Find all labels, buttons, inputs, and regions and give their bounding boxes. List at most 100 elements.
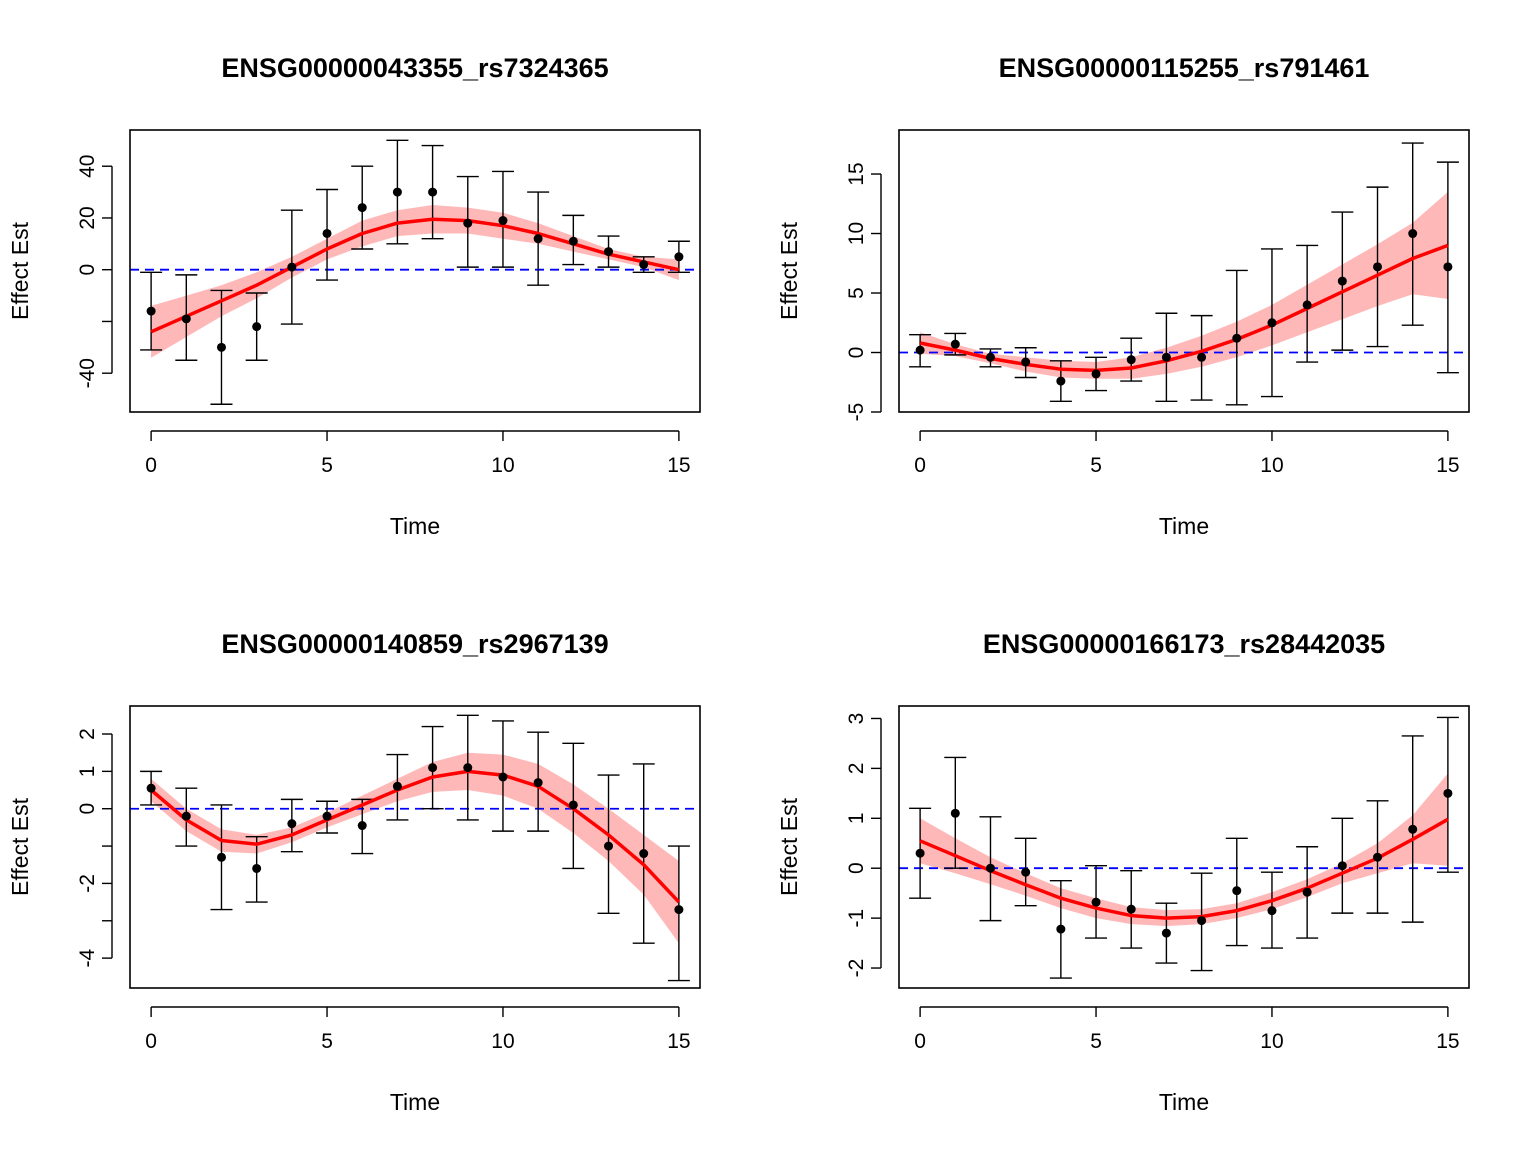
y-tick-label: -5 (845, 403, 868, 422)
y-tick-label: -4 (76, 948, 99, 967)
panel-title: ENSG00000166173_rs28442035 (983, 629, 1385, 659)
x-tick-label: 5 (321, 454, 333, 477)
data-point (498, 216, 508, 226)
x-tick-label: 0 (914, 454, 926, 477)
data-point (674, 905, 684, 915)
y-tick-label: 40 (76, 155, 99, 178)
plot-frame (129, 705, 701, 989)
x-tick-label: 10 (491, 1030, 514, 1053)
data-point (1056, 924, 1066, 934)
x-tick-label: 5 (1090, 454, 1102, 477)
data-point (1197, 352, 1207, 362)
panel-title: ENSG00000115255_rs791461 (999, 53, 1370, 83)
x-tick-label: 5 (1090, 1030, 1102, 1053)
data-point (1232, 333, 1242, 343)
x-tick-label: 10 (1260, 454, 1283, 477)
data-point (915, 345, 925, 355)
data-point (1373, 852, 1383, 862)
data-point (287, 819, 297, 829)
x-tick-label: 15 (1436, 454, 1459, 477)
x-tick-label: 0 (914, 1030, 926, 1053)
panel-2: ENSG00000115255_rs791461 Time Effect Est… (776, 53, 1470, 539)
data-point (950, 339, 960, 349)
data-point (428, 763, 438, 773)
y-tick-label: 20 (76, 206, 99, 229)
x-tick-label: 10 (491, 454, 514, 477)
data-point (322, 811, 332, 821)
y-tick-label: 1 (76, 766, 99, 778)
data-point (181, 811, 191, 821)
y-axis-label: Effect Est (7, 797, 33, 896)
data-point (568, 800, 578, 810)
data-point (146, 306, 156, 316)
y-tick-label: -40 (76, 358, 99, 388)
y-tick-label: 2 (76, 728, 99, 740)
y-tick-label: 0 (76, 264, 99, 276)
data-point (1197, 916, 1207, 926)
y-axis-label: Effect Est (776, 221, 802, 320)
y-tick-label: -1 (845, 909, 868, 928)
data-point (915, 848, 925, 858)
data-point (1337, 861, 1347, 871)
data-point (392, 781, 402, 791)
data-point (1408, 824, 1418, 834)
fit-line (919, 243, 1449, 373)
x-axis-label: Time (1159, 513, 1209, 539)
panel-3: ENSG00000140859_rs2967139 Time Effect Es… (7, 629, 701, 1115)
data-point (1373, 262, 1383, 272)
data-point (639, 260, 649, 270)
data-point (287, 262, 297, 272)
panel-title: ENSG00000043355_rs7324365 (221, 53, 608, 83)
data-point (498, 772, 508, 782)
data-point (1126, 355, 1136, 365)
data-point (950, 808, 960, 818)
x-tick-label: 15 (1436, 1030, 1459, 1053)
data-point (1337, 276, 1347, 286)
x-tick-label: 0 (145, 454, 157, 477)
data-point (639, 849, 649, 859)
data-point (357, 203, 367, 213)
y-axis-label: Effect Est (776, 797, 802, 896)
y-tick-label: -2 (845, 959, 868, 978)
data-point (985, 863, 995, 873)
data-point (146, 783, 156, 793)
data-point (252, 863, 262, 873)
plot-frame (129, 129, 701, 413)
data-point (1443, 788, 1453, 798)
data-point (568, 236, 578, 246)
data-point (533, 234, 543, 244)
confidence-band (151, 205, 679, 358)
y-tick-label: -2 (76, 874, 99, 893)
data-point (1408, 229, 1418, 239)
data-point (463, 763, 473, 773)
panel-1: ENSG00000043355_rs7324365 Time Effect Es… (7, 53, 701, 539)
data-point (322, 228, 332, 238)
y-tick-label: 0 (76, 803, 99, 815)
data-point (1443, 262, 1453, 272)
confidence-band (151, 752, 679, 944)
data-point (1302, 887, 1312, 897)
plot-frame (898, 129, 1470, 413)
y-tick-label: 10 (845, 222, 868, 245)
y-tick-label: 3 (845, 713, 868, 725)
x-axis-label: Time (390, 1089, 440, 1115)
x-axis-label: Time (1159, 1089, 1209, 1115)
data-point (357, 821, 367, 831)
confidence-band (920, 773, 1448, 927)
data-point (1091, 897, 1101, 907)
fit-line (150, 217, 680, 334)
data-point (1126, 904, 1136, 914)
data-point (604, 841, 614, 851)
y-tick-label: 2 (845, 763, 868, 775)
panel-title: ENSG00000140859_rs2967139 (221, 629, 608, 659)
data-point (1091, 369, 1101, 379)
data-point (1267, 906, 1277, 916)
x-tick-label: 10 (1260, 1030, 1283, 1053)
x-axis-label: Time (390, 513, 440, 539)
data-point (1161, 928, 1171, 938)
y-axis-label: Effect Est (7, 221, 33, 320)
plot-frame (898, 705, 1470, 989)
data-point (428, 187, 438, 197)
data-point (216, 852, 226, 862)
